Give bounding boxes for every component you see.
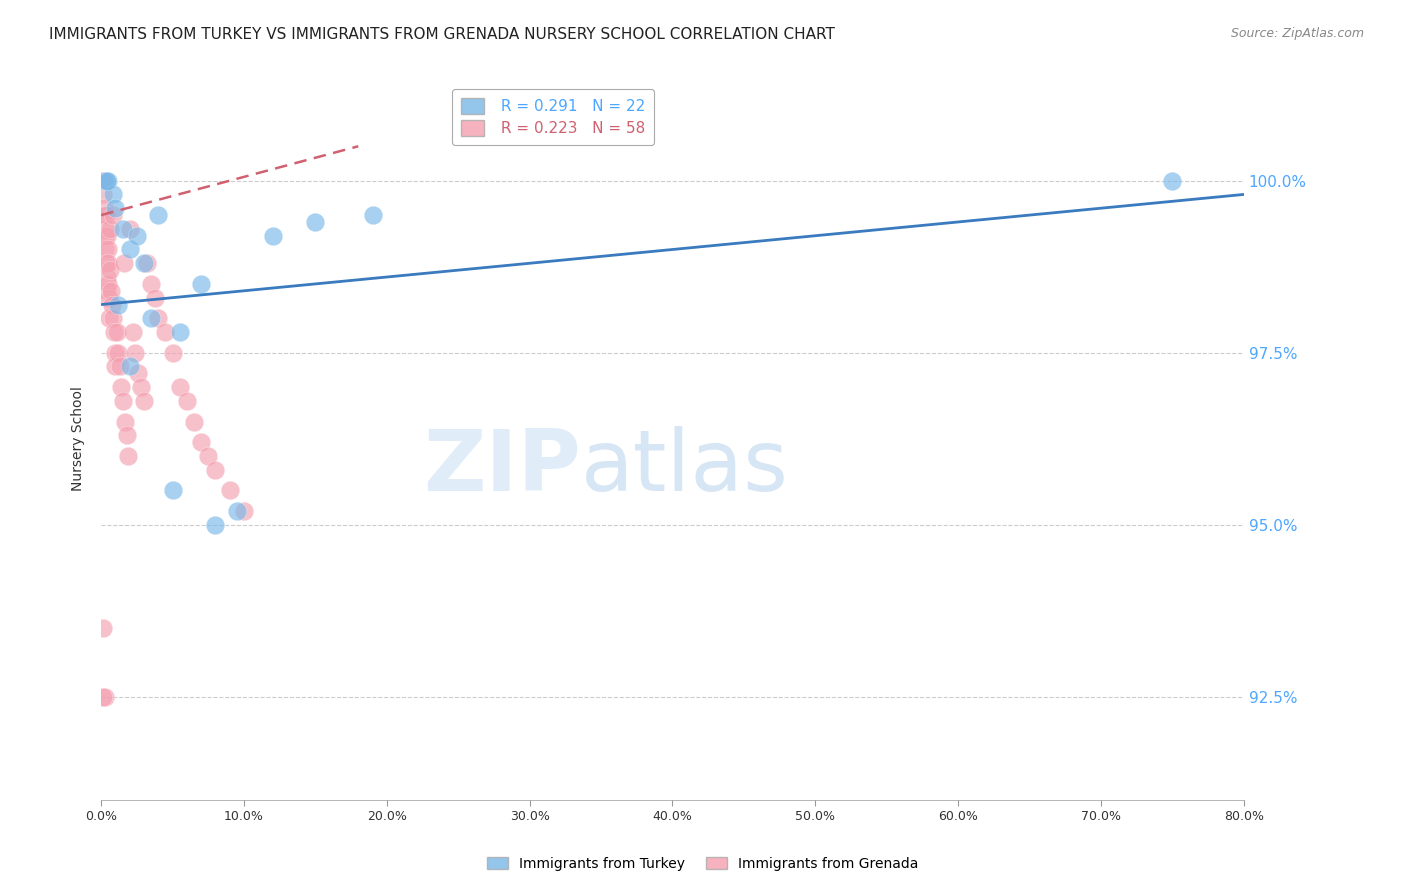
Point [93, 201, 115, 215]
Point [104, 201, 127, 215]
Point [141, 277, 163, 291]
Point [141, 311, 163, 326]
Point [111, 222, 134, 236]
Point [97, 256, 120, 270]
Point [96, 228, 118, 243]
Point [127, 367, 149, 381]
Point [94, 222, 117, 236]
Point [107, 345, 129, 359]
Point [96, 270, 118, 285]
Point [204, 463, 226, 477]
Point [97, 243, 120, 257]
Point [132, 256, 155, 270]
Point [103, 208, 125, 222]
Point [96, 174, 118, 188]
Point [100, 263, 122, 277]
Point [91, 690, 114, 704]
Legend: Immigrants from Turkey, Immigrants from Grenada: Immigrants from Turkey, Immigrants from … [482, 851, 924, 876]
Point [91, 174, 114, 188]
Point [93, 208, 115, 222]
Point [100, 284, 122, 298]
Point [162, 483, 184, 498]
Point [135, 256, 157, 270]
Point [148, 311, 170, 326]
Point [361, 208, 384, 222]
Point [94, 174, 117, 188]
Point [104, 359, 127, 374]
Point [190, 277, 212, 291]
Point [169, 380, 191, 394]
Text: ZIP: ZIP [423, 426, 581, 509]
Point [121, 325, 143, 339]
Text: IMMIGRANTS FROM TURKEY VS IMMIGRANTS FROM GRENADA NURSERY SCHOOL CORRELATION CHA: IMMIGRANTS FROM TURKEY VS IMMIGRANTS FRO… [49, 27, 835, 42]
Point [1161, 174, 1184, 188]
Point [115, 428, 138, 442]
Point [118, 243, 141, 257]
Point [190, 435, 212, 450]
Point [105, 325, 128, 339]
Point [176, 393, 198, 408]
Point [104, 345, 127, 359]
Point [118, 359, 141, 374]
Point [262, 228, 284, 243]
Point [93, 621, 115, 635]
Point [97, 291, 120, 305]
Point [129, 380, 152, 394]
Point [233, 504, 256, 518]
Y-axis label: Nursery School: Nursery School [72, 386, 86, 491]
Point [98, 222, 121, 236]
Point [91, 174, 114, 188]
Point [94, 228, 117, 243]
Point [101, 297, 124, 311]
Point [98, 311, 121, 326]
Point [108, 359, 131, 374]
Point [101, 311, 124, 326]
Point [97, 277, 120, 291]
Point [204, 517, 226, 532]
Point [218, 483, 240, 498]
Point [118, 222, 141, 236]
Point [112, 256, 135, 270]
Point [169, 325, 191, 339]
Point [132, 393, 155, 408]
Point [114, 415, 136, 429]
Point [101, 187, 124, 202]
Point [155, 325, 177, 339]
Point [183, 415, 205, 429]
Point [304, 215, 326, 229]
Point [94, 690, 117, 704]
Text: atlas: atlas [581, 426, 789, 509]
Point [93, 174, 115, 188]
Point [110, 380, 132, 394]
Point [94, 208, 117, 222]
Legend:  R = 0.291   N = 22,  R = 0.223   N = 58: R = 0.291 N = 22, R = 0.223 N = 58 [451, 88, 654, 145]
Point [225, 504, 247, 518]
Point [96, 256, 118, 270]
Point [111, 393, 134, 408]
Point [107, 297, 129, 311]
Point [124, 345, 146, 359]
Point [197, 449, 219, 463]
Point [117, 449, 139, 463]
Point [97, 174, 120, 188]
Point [96, 284, 118, 298]
Point [162, 345, 184, 359]
Point [94, 243, 117, 257]
Point [145, 291, 167, 305]
Point [125, 228, 148, 243]
Text: Source: ZipAtlas.com: Source: ZipAtlas.com [1230, 27, 1364, 40]
Point [103, 325, 125, 339]
Point [93, 187, 115, 202]
Point [148, 208, 170, 222]
